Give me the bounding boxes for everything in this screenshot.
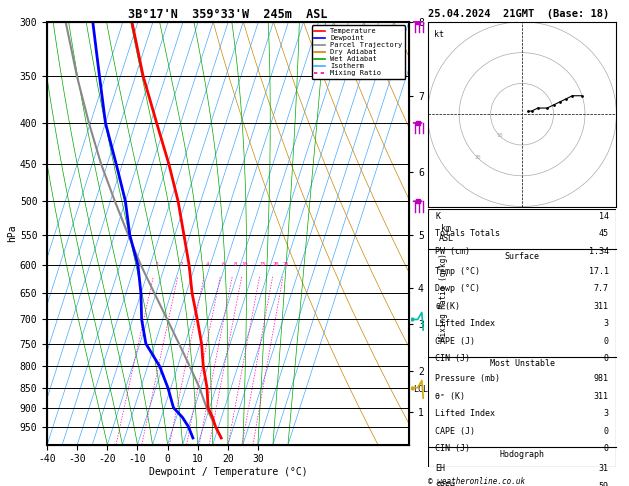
Text: 0: 0 (604, 337, 609, 346)
Text: 25: 25 (282, 262, 289, 267)
Text: Lifted Index: Lifted Index (435, 409, 495, 418)
Text: 7.7: 7.7 (594, 284, 609, 293)
Text: 31: 31 (599, 465, 609, 473)
Text: LCL: LCL (413, 385, 428, 394)
Text: © weatheronline.co.uk: © weatheronline.co.uk (428, 477, 525, 486)
Text: 981: 981 (594, 374, 609, 383)
Text: SREH: SREH (435, 482, 455, 486)
Text: 17.1: 17.1 (589, 267, 609, 276)
Text: 4: 4 (206, 262, 209, 267)
Text: 3: 3 (604, 409, 609, 418)
Text: CAPE (J): CAPE (J) (435, 337, 476, 346)
Text: Surface: Surface (504, 252, 540, 260)
Text: 45: 45 (599, 229, 609, 238)
Text: 8: 8 (233, 262, 237, 267)
Text: 14: 14 (599, 211, 609, 221)
Title: 3B°17'N  359°33'W  245m  ASL: 3B°17'N 359°33'W 245m ASL (128, 8, 328, 21)
Text: 25.04.2024  21GMT  (Base: 18): 25.04.2024 21GMT (Base: 18) (428, 9, 609, 19)
Text: 10: 10 (496, 134, 503, 139)
Text: CAPE (J): CAPE (J) (435, 427, 476, 436)
Text: Temp (°C): Temp (°C) (435, 267, 481, 276)
Text: K: K (435, 211, 440, 221)
Text: 20: 20 (474, 155, 481, 160)
Text: 1: 1 (155, 262, 158, 267)
X-axis label: Dewpoint / Temperature (°C): Dewpoint / Temperature (°C) (148, 467, 308, 477)
Text: 20: 20 (272, 262, 279, 267)
Text: θᵉ(K): θᵉ(K) (435, 302, 460, 311)
Text: 1.34: 1.34 (589, 246, 609, 256)
Text: CIN (J): CIN (J) (435, 444, 470, 453)
Text: 0: 0 (604, 354, 609, 363)
Text: 311: 311 (594, 302, 609, 311)
Text: 59: 59 (599, 482, 609, 486)
Text: 0: 0 (604, 444, 609, 453)
Text: CIN (J): CIN (J) (435, 354, 470, 363)
Text: 6: 6 (221, 262, 225, 267)
Text: 3: 3 (604, 319, 609, 328)
Text: PW (cm): PW (cm) (435, 246, 470, 256)
Text: Mixing Ratio (g/kg): Mixing Ratio (g/kg) (439, 253, 448, 341)
Text: θᵉ (K): θᵉ (K) (435, 392, 465, 401)
Text: Dewp (°C): Dewp (°C) (435, 284, 481, 293)
Text: Pressure (mb): Pressure (mb) (435, 374, 500, 383)
Text: Lifted Index: Lifted Index (435, 319, 495, 328)
Text: 311: 311 (594, 392, 609, 401)
Text: 2: 2 (179, 262, 182, 267)
Y-axis label: hPa: hPa (7, 225, 17, 242)
Text: Hodograph: Hodograph (499, 450, 545, 459)
Text: 0: 0 (604, 427, 609, 436)
Y-axis label: km
ASL: km ASL (438, 224, 454, 243)
Text: 10: 10 (242, 262, 248, 267)
Text: Most Unstable: Most Unstable (489, 360, 555, 368)
Text: Totals Totals: Totals Totals (435, 229, 500, 238)
Text: EH: EH (435, 465, 445, 473)
Text: kt: kt (434, 30, 444, 39)
Legend: Temperature, Dewpoint, Parcel Trajectory, Dry Adiabat, Wet Adiabat, Isotherm, Mi: Temperature, Dewpoint, Parcel Trajectory… (311, 25, 405, 79)
Text: 15: 15 (259, 262, 265, 267)
